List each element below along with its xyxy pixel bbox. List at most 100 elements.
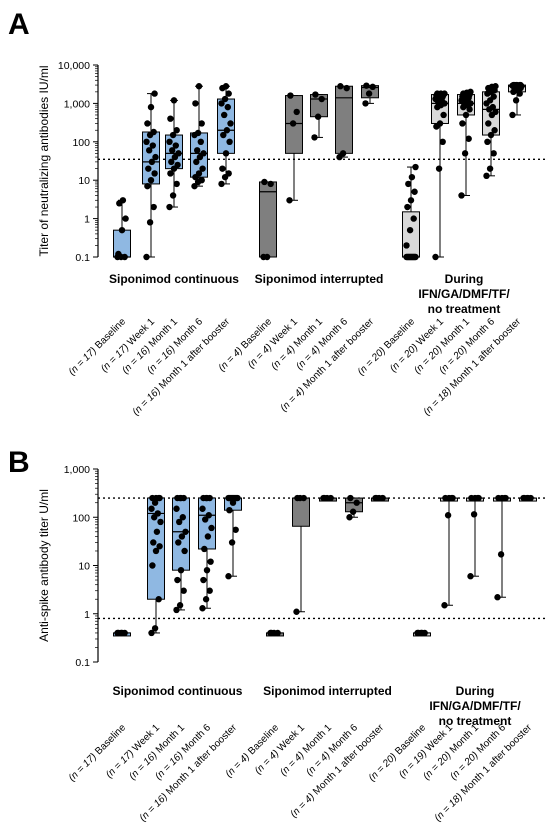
data-point xyxy=(489,103,496,111)
data-point xyxy=(293,108,300,116)
data-point xyxy=(461,150,469,157)
y-axis-title: Titer of neutralizing antibodies IU/ml xyxy=(37,66,51,257)
group-label: During IFN/GA/DMF/TF/no treatment xyxy=(418,272,510,316)
y-tick-label: 1 xyxy=(84,214,90,226)
data-point xyxy=(205,512,212,519)
data-point xyxy=(511,81,518,89)
data-point xyxy=(363,82,370,89)
box-6 xyxy=(259,178,277,261)
y-tick-label: 100 xyxy=(72,137,90,149)
data-point xyxy=(263,253,271,261)
data-point xyxy=(362,100,369,107)
box-10 xyxy=(371,494,389,502)
group-label: Siponimod interrupted xyxy=(255,272,384,286)
data-point xyxy=(195,83,203,90)
data-point xyxy=(175,539,182,546)
data-point xyxy=(151,625,159,632)
data-point xyxy=(409,253,416,261)
data-point xyxy=(406,226,414,234)
data-point xyxy=(268,629,275,637)
data-point xyxy=(492,83,499,90)
data-point xyxy=(475,494,482,502)
data-point xyxy=(517,81,524,89)
data-point xyxy=(343,84,350,92)
data-point xyxy=(144,120,151,127)
y-tick-label: 10,000 xyxy=(58,60,90,72)
data-point xyxy=(418,629,426,637)
data-point xyxy=(512,97,520,104)
data-point xyxy=(144,182,151,190)
box-2 xyxy=(147,494,165,637)
data-point xyxy=(225,573,232,580)
data-point xyxy=(147,103,155,111)
data-point xyxy=(177,566,185,574)
y-tick-label: 0.1 xyxy=(75,657,90,669)
data-point xyxy=(153,528,161,535)
data-point xyxy=(494,594,501,601)
data-point xyxy=(224,103,231,111)
box-rect xyxy=(335,85,353,154)
data-point xyxy=(143,253,150,261)
panel-letter-b: B xyxy=(8,446,30,479)
data-point xyxy=(524,494,532,502)
data-point xyxy=(435,165,443,172)
data-point xyxy=(195,170,203,177)
data-point xyxy=(173,505,180,512)
box-8 xyxy=(319,494,337,502)
data-point xyxy=(182,528,189,535)
box-9 xyxy=(345,494,363,521)
group-label: Siponimod continuous xyxy=(113,684,243,698)
data-point xyxy=(169,147,176,154)
data-point xyxy=(300,494,307,502)
data-point xyxy=(467,573,474,580)
data-point xyxy=(227,120,234,127)
data-point xyxy=(173,180,180,188)
data-point xyxy=(339,150,347,157)
data-point xyxy=(349,508,357,515)
data-point xyxy=(490,93,497,100)
data-point xyxy=(173,127,180,134)
data-point xyxy=(225,170,232,177)
data-point xyxy=(118,629,126,637)
data-point xyxy=(147,177,155,184)
data-point xyxy=(181,547,188,555)
data-point xyxy=(314,113,322,120)
data-point xyxy=(175,150,182,157)
data-point xyxy=(145,165,152,172)
data-point xyxy=(152,153,159,161)
data-point xyxy=(146,219,154,226)
data-point xyxy=(219,165,226,172)
data-point xyxy=(407,197,415,204)
data-point xyxy=(122,215,129,222)
data-point xyxy=(193,158,200,166)
data-point xyxy=(198,177,205,184)
data-point xyxy=(462,111,470,119)
data-point xyxy=(174,161,181,169)
data-point xyxy=(226,138,233,145)
data-point xyxy=(166,138,173,145)
data-point xyxy=(203,566,211,574)
data-point xyxy=(199,165,206,172)
data-point xyxy=(491,127,498,134)
data-point xyxy=(223,127,231,134)
data-point xyxy=(148,629,155,637)
box-8 xyxy=(310,91,328,141)
data-point xyxy=(274,629,281,637)
data-point xyxy=(439,138,446,145)
data-point xyxy=(327,494,334,502)
data-point xyxy=(225,90,232,97)
data-point xyxy=(311,134,318,141)
data-point xyxy=(177,494,185,502)
data-point xyxy=(150,203,157,211)
data-point xyxy=(470,511,478,518)
data-point xyxy=(487,131,495,139)
data-point xyxy=(369,83,376,91)
data-point xyxy=(176,602,184,609)
data-point xyxy=(432,253,439,261)
box-13 xyxy=(466,494,484,580)
data-point xyxy=(497,551,505,558)
data-point xyxy=(220,131,227,139)
data-point xyxy=(204,533,212,540)
data-point xyxy=(167,170,174,177)
box-5 xyxy=(224,494,242,580)
